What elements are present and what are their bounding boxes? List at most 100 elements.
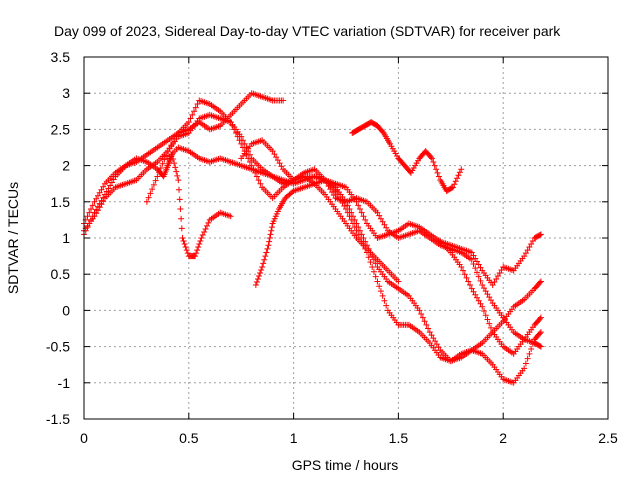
data-point	[474, 294, 480, 301]
data-point	[448, 184, 455, 191]
data-point	[276, 160, 283, 167]
data-point	[524, 247, 531, 254]
data-point	[266, 235, 273, 241]
data-point	[344, 202, 351, 209]
data-point	[472, 291, 479, 298]
data-point	[194, 101, 201, 108]
data-point	[98, 201, 105, 208]
data-point	[241, 140, 248, 147]
data-point	[370, 268, 377, 275]
data-point	[355, 202, 362, 209]
data-point	[468, 249, 475, 256]
data-point	[343, 198, 349, 205]
data-point	[192, 253, 199, 260]
data-point	[246, 151, 253, 158]
data-point	[536, 279, 543, 286]
data-point	[536, 330, 543, 337]
data-point	[419, 314, 426, 321]
data-point	[268, 227, 275, 234]
data-point	[376, 212, 383, 219]
data-point	[289, 189, 296, 196]
data-point	[94, 192, 101, 199]
data-point	[177, 206, 184, 213]
data-point	[528, 346, 535, 353]
data-point	[185, 119, 192, 126]
data-point	[259, 263, 266, 270]
data-point	[526, 350, 533, 357]
data-point	[267, 231, 274, 238]
data-point	[430, 158, 437, 165]
data-point	[363, 249, 370, 256]
data-point	[475, 273, 482, 280]
data-point	[435, 344, 442, 351]
data-point	[184, 250, 191, 257]
data-point	[198, 235, 205, 241]
data-point	[470, 252, 477, 259]
data-point	[180, 238, 187, 245]
data-point	[93, 210, 100, 217]
data-point	[449, 184, 456, 191]
data-point	[374, 278, 381, 285]
data-point	[434, 169, 441, 176]
data-point	[154, 173, 161, 180]
data-point	[175, 177, 182, 184]
data-point	[477, 264, 484, 271]
data-point	[536, 231, 543, 238]
data-point	[536, 342, 543, 349]
data-point	[376, 283, 383, 290]
data-point	[96, 189, 103, 196]
data-point	[173, 168, 180, 175]
data-point	[110, 176, 117, 183]
data-point	[418, 311, 425, 318]
series-sat-2	[81, 151, 234, 260]
data-point	[334, 190, 341, 197]
y-tick-label: -1.5	[46, 411, 70, 427]
x-tick-label: 1.5	[389, 430, 409, 446]
data-point	[159, 160, 166, 167]
data-point	[487, 324, 494, 331]
data-point	[487, 297, 494, 304]
data-point	[470, 260, 477, 267]
data-point	[339, 200, 346, 207]
x-axis-label: GPS time / hours	[292, 457, 399, 473]
data-point	[494, 273, 501, 280]
data-point	[372, 273, 379, 280]
data-point	[193, 250, 200, 257]
data-point	[360, 213, 367, 220]
data-point	[183, 247, 190, 254]
data-point	[379, 292, 386, 299]
data-point	[257, 269, 264, 276]
data-point	[100, 183, 107, 190]
data-point	[372, 260, 379, 267]
data-point	[257, 180, 264, 187]
data-point	[191, 108, 198, 115]
data-point	[537, 343, 544, 350]
series-sat-3	[81, 97, 402, 285]
data-point	[379, 218, 386, 225]
data-point	[474, 258, 480, 265]
data-point	[172, 164, 179, 171]
data-point	[458, 166, 465, 173]
data-point	[346, 213, 353, 220]
data-point	[454, 175, 461, 182]
data-point	[189, 111, 196, 118]
data-point	[161, 156, 168, 163]
y-tick-label: 3.5	[51, 49, 71, 65]
data-point	[355, 231, 362, 238]
data-point	[280, 97, 287, 104]
data-point	[176, 186, 183, 193]
data-point	[427, 154, 434, 161]
data-point	[493, 276, 500, 283]
data-point	[178, 215, 185, 222]
y-tick-label: -1	[58, 375, 71, 391]
data-point	[351, 224, 358, 231]
x-tick-label: 2.5	[598, 430, 618, 446]
data-point	[430, 335, 437, 342]
data-point	[265, 242, 272, 249]
data-point	[381, 297, 388, 304]
data-point	[489, 282, 496, 289]
data-point	[423, 321, 430, 328]
data-point	[529, 341, 536, 348]
data-point	[455, 172, 462, 179]
data-point	[332, 187, 339, 194]
